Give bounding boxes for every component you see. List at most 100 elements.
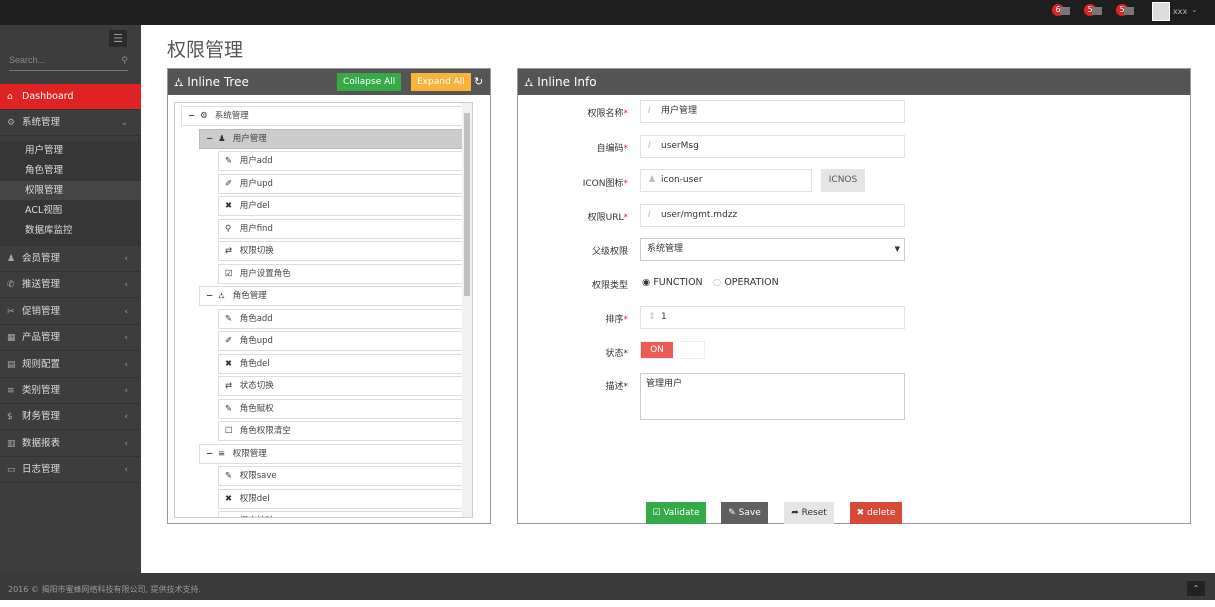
tree-node[interactable]: ⇄ 状态切换	[218, 376, 467, 396]
tree-node[interactable]: ✎ 用户add	[218, 151, 467, 171]
sidebar-item-system[interactable]: ⚙ 系统管理 ⌄	[0, 110, 141, 136]
nav-label: 数据报表	[22, 437, 61, 449]
chevron-left-icon: ‹	[124, 359, 128, 370]
panel-title: Inline Info	[537, 75, 597, 89]
sidebar-item[interactable]: $ 财务管理 ‹	[0, 404, 141, 431]
panel-title: Inline Tree	[187, 75, 249, 89]
tree-node[interactable]: − ≡ 权限管理	[199, 443, 467, 464]
sidebar-item[interactable]: ▤ 规则配置 ‹	[0, 352, 141, 378]
pencil-icon: ✎	[225, 313, 233, 324]
icons-button[interactable]: ICNOS	[821, 169, 865, 192]
type-radio-function[interactable]: ◉ FUNCTION	[642, 277, 703, 288]
tree-node[interactable]: ✎ 角色赋权	[218, 398, 467, 419]
collapse-all-button[interactable]: Collapse All	[337, 73, 402, 91]
delete-button[interactable]: ✖ delete	[850, 502, 902, 524]
sidebar-item[interactable]: ≡ 类别管理 ‹	[0, 378, 141, 404]
sidebar-item-dashboard[interactable]: ⌂ Dashboard	[0, 84, 141, 110]
tree-scrollbar[interactable]	[462, 103, 472, 517]
notification-warning[interactable]: 6	[1052, 4, 1072, 18]
system-submenu: 用户管理 角色管理 权限管理 ACL视图 数据库监控	[0, 141, 141, 246]
tree-node[interactable]: ⚲ 用户find	[218, 218, 467, 239]
subitem-db-monitor[interactable]: 数据库监控	[25, 225, 73, 236]
tree-node[interactable]: − ⛼ 角色管理	[199, 286, 467, 306]
nav-label: 规则配置	[22, 358, 61, 370]
envelope-icon	[1092, 7, 1102, 15]
chevron-left-icon: ‹	[124, 465, 128, 476]
chevron-left-icon: ‹	[124, 438, 128, 449]
validate-button[interactable]: ☑ Validate	[646, 502, 706, 524]
tree-node-label: 提交校验	[240, 516, 274, 517]
chevron-left-icon: ‹	[124, 386, 128, 396]
collapse-toggle-icon[interactable]: −	[188, 111, 196, 121]
tree-node[interactable]: ✎ 角色add	[218, 308, 467, 329]
chevron-left-icon: ‹	[124, 280, 128, 291]
expand-all-button[interactable]: Expand All	[411, 73, 471, 91]
tree-node[interactable]: ✎ 权限save	[218, 466, 467, 486]
tree-node[interactable]: ✐ 角色upd	[218, 331, 467, 351]
sidebar-item[interactable]: ✂ 促销管理 ‹	[0, 299, 141, 325]
desc-textarea[interactable]: 管理用户	[640, 373, 905, 420]
tree-node[interactable]: − ♟ 用户管理	[199, 128, 467, 149]
tree-node[interactable]: ⇄ 权限切换	[218, 241, 467, 261]
reset-button[interactable]: ➦ Reset	[784, 502, 834, 524]
tree-node[interactable]: ☑ 用户设置角色	[218, 263, 467, 284]
subitem-acl-view[interactable]: ACL视图	[25, 205, 63, 216]
tree-node[interactable]: ✖ 角色del	[218, 353, 467, 374]
permission-tree: − ⚙ 系统管理 − ♟ 用户管理 ✎ 用户add ✐ 用户upd ✖ 用户del ⚲ 用户f…	[174, 102, 473, 518]
collapse-toggle-icon[interactable]: −	[206, 448, 214, 459]
search-input[interactable]	[9, 55, 109, 65]
status-toggle[interactable]: ON	[640, 341, 705, 359]
tree-node[interactable]: ✐ 提交校验	[218, 511, 467, 517]
sidebar-item[interactable]: ▭ 日志管理 ‹	[0, 457, 141, 484]
sliders-icon: ▤	[7, 359, 16, 370]
tree-node[interactable]: ☐ 角色权限清空	[218, 421, 467, 441]
collapse-toggle-icon[interactable]: −	[206, 133, 214, 144]
cogs-icon: ⚙	[200, 111, 208, 121]
search-icon[interactable]: ⚲	[121, 56, 128, 66]
name-field[interactable]: I 用户管理	[640, 100, 905, 123]
tree-node-label: 用户管理	[232, 133, 267, 144]
page-title: 权限管理	[167, 39, 244, 61]
retweet-icon: ⇄	[225, 246, 233, 256]
username[interactable]: xxx	[1173, 7, 1188, 16]
nav-label: 日志管理	[22, 464, 61, 476]
notification-tasks[interactable]: 5	[1116, 4, 1136, 18]
subitem-user-mgmt[interactable]: 用户管理	[25, 145, 64, 156]
parent-select[interactable]: 系统管理 ▼	[640, 238, 905, 261]
menu-toggle-icon[interactable]: ☰	[109, 30, 127, 47]
scrollbar-thumb[interactable]	[464, 113, 470, 296]
icon-field[interactable]: ♟ icon-user	[640, 169, 812, 192]
tree-node[interactable]: ✐ 用户upd	[218, 173, 467, 194]
collapse-toggle-icon[interactable]: −	[206, 291, 214, 301]
sidebar-item[interactable]: ♟ 会员管理 ‹	[0, 246, 141, 272]
type-radio-operation[interactable]: ○ OPERATION	[713, 277, 779, 288]
copyright: 2016 © 揭阳市蜜蜂网络科技有限公司, 提供技术支持.	[8, 585, 202, 594]
sidebar-item[interactable]: ▦ 产品管理 ‹	[0, 325, 141, 352]
order-field[interactable]: ⇕ 1	[640, 306, 905, 329]
chevron-left-icon: ‹	[124, 254, 128, 264]
tree-node-label: 用户add	[239, 156, 273, 166]
tree-node[interactable]: ✖ 用户del	[218, 196, 467, 216]
chevron-down-icon[interactable]: ⌄	[1191, 5, 1198, 14]
refresh-icon[interactable]: ↻	[474, 75, 484, 88]
tree-node-label: 系统管理	[214, 111, 249, 121]
tasks-icon	[1124, 7, 1134, 15]
subitem-permission-mgmt[interactable]: 权限管理	[0, 181, 141, 200]
subitem-role-mgmt[interactable]: 角色管理	[25, 165, 64, 176]
nav-label: 产品管理	[22, 332, 61, 344]
sidebar-item[interactable]: ▥ 数据报表 ‹	[0, 431, 141, 457]
tree-node-label: 用户upd	[239, 178, 273, 189]
list-icon: ≡	[7, 386, 15, 396]
sidebar-item[interactable]: ✆ 推送管理 ‹	[0, 272, 141, 299]
avatar[interactable]	[1152, 2, 1170, 21]
nav-label: Dashboard	[22, 91, 74, 102]
notification-inbox[interactable]: 5	[1084, 4, 1104, 18]
chevron-up-icon[interactable]: ⌃	[1187, 581, 1205, 596]
save-button[interactable]: ✎ Save	[721, 502, 768, 524]
users-icon: ♟	[7, 254, 16, 264]
tree-node[interactable]: ✖ 权限del	[218, 488, 467, 509]
tree-node[interactable]: − ⚙ 系统管理	[181, 106, 467, 126]
